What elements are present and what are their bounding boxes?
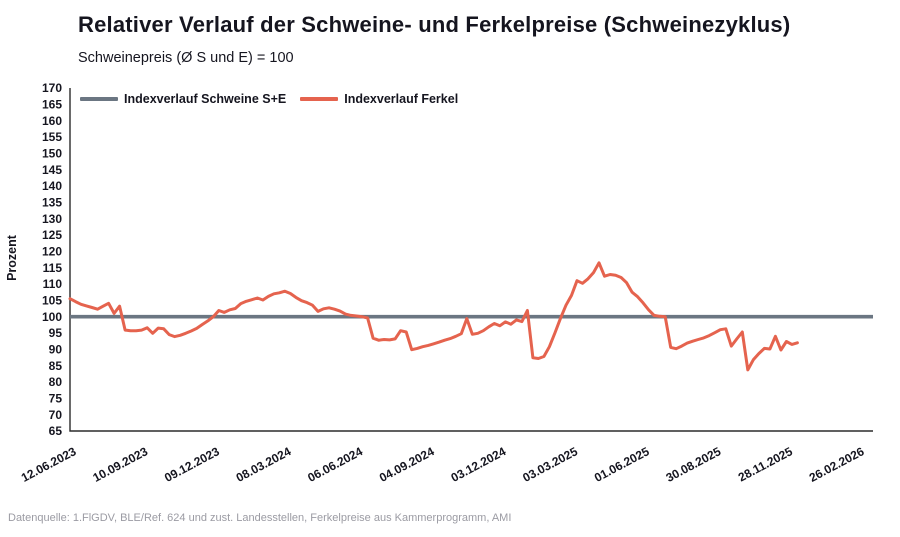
y-tick-label: 120 [42, 245, 62, 259]
y-tick-label: 145 [42, 163, 62, 177]
source-note: Datenquelle: 1.FlGDV, BLE/Ref. 624 und z… [8, 512, 512, 524]
y-tick-label: 110 [43, 277, 63, 291]
x-tick-label: 10.09.2023 [90, 444, 150, 485]
x-tick-label: 01.06.2025 [592, 444, 652, 485]
x-tick-label: 08.03.2024 [234, 444, 294, 485]
x-tick-label: 04.09.2024 [377, 444, 437, 485]
y-tick-label: 125 [42, 228, 62, 242]
line-chart: 170 165 160 155 150 145 140 135 130 125 120 115 110 1… [5, 81, 873, 485]
legend-label: Indexverlauf Ferkel [344, 92, 459, 106]
chart-legend: Indexverlauf Schweine S+E Indexverlauf Fe… [80, 92, 458, 106]
y-tick-label: 170 [42, 81, 62, 95]
y-tick-label: 150 [42, 147, 62, 161]
y-tick-label: 140 [42, 179, 62, 193]
x-tick-label: 09.12.2023 [162, 444, 222, 485]
y-tick-label: 85 [49, 359, 63, 373]
x-tick-label: 28.11.2025 [736, 444, 795, 484]
legend-swatch [300, 97, 339, 101]
x-tick-label: 30.08.2025 [664, 444, 724, 485]
y-tick-label: 135 [42, 196, 62, 210]
y-tick-label: 95 [49, 326, 63, 340]
x-tick-label: 06.06.2024 [305, 444, 365, 485]
y-tick-label: 130 [42, 212, 62, 226]
legend-label: Indexverlauf Schweine S+E [124, 92, 287, 106]
y-tick-label: 105 [42, 294, 62, 308]
legend-swatch [80, 97, 118, 101]
y-tick-label: 90 [49, 343, 63, 357]
page-title: Relativer Verlauf der Schweine- und Ferk… [78, 12, 791, 37]
y-axis-label: Prozent [5, 234, 19, 281]
y-tick-label: 65 [49, 424, 63, 438]
y-tick-label: 70 [49, 408, 63, 422]
x-tick-label: 26.02.2026 [807, 444, 867, 485]
x-tick-label: 12.06.2023 [19, 444, 79, 485]
y-tick-label: 165 [42, 98, 62, 112]
y-tick-label: 155 [42, 130, 62, 144]
y-tick-label: 75 [49, 392, 63, 406]
x-tick-label: 03.12.2024 [449, 444, 509, 485]
y-tick-label: 100 [42, 310, 62, 324]
y-tick-label: 80 [49, 375, 63, 389]
legend-item: Indexverlauf Schweine S+E [80, 92, 286, 106]
x-tick-label: 03.03.2025 [520, 444, 580, 485]
ferkel-index-line [68, 261, 799, 372]
legend-item: Indexverlauf Ferkel [300, 92, 458, 106]
axis-lines [69, 88, 873, 432]
chart-subtitle: Schweinepreis (Ø S und E) = 100 [78, 50, 294, 66]
y-tick-label: 160 [42, 114, 62, 128]
y-tick-label: 115 [43, 261, 63, 275]
